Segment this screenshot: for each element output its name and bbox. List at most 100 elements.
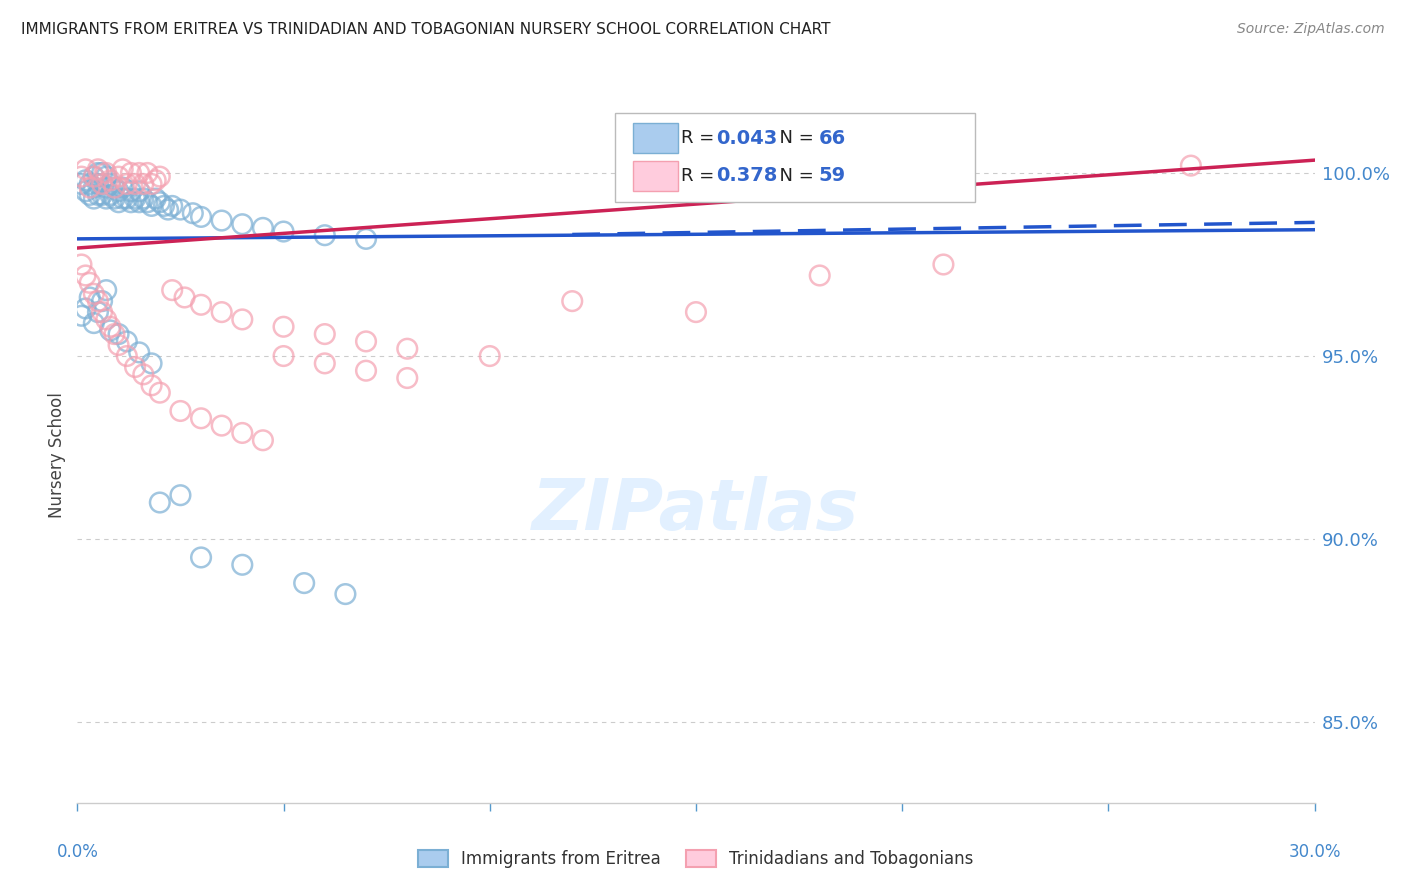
Point — [932, 258, 955, 272]
Point — [160, 199, 183, 213]
Point — [128, 345, 150, 359]
Point — [120, 195, 142, 210]
Point — [231, 558, 253, 572]
Point — [107, 184, 129, 198]
Point — [79, 180, 101, 194]
Point — [79, 177, 101, 191]
Point — [96, 166, 118, 180]
Point — [190, 210, 212, 224]
Point — [107, 338, 129, 352]
Point — [70, 309, 93, 323]
Point — [273, 225, 295, 239]
Point — [354, 232, 377, 246]
Point — [91, 177, 114, 191]
Text: R =: R = — [681, 167, 720, 185]
Text: R =: R = — [681, 129, 720, 147]
Point — [124, 192, 146, 206]
Point — [98, 177, 121, 191]
Point — [190, 411, 212, 425]
Point — [157, 202, 180, 217]
Point — [169, 404, 191, 418]
Point — [124, 359, 146, 374]
Point — [153, 199, 176, 213]
Point — [132, 192, 155, 206]
Point — [96, 180, 118, 194]
Point — [70, 169, 93, 184]
Point — [145, 192, 167, 206]
Point — [98, 319, 121, 334]
Point — [91, 166, 114, 180]
Text: Source: ZipAtlas.com: Source: ZipAtlas.com — [1237, 22, 1385, 37]
Point — [141, 356, 163, 370]
Point — [87, 177, 110, 191]
Point — [335, 587, 357, 601]
Point — [115, 177, 138, 191]
Point — [96, 169, 118, 184]
Point — [87, 305, 110, 319]
Point — [70, 258, 93, 272]
Point — [111, 192, 134, 206]
Point — [273, 319, 295, 334]
Point — [314, 327, 336, 342]
Point — [354, 334, 377, 349]
Point — [103, 327, 125, 342]
Point — [292, 576, 315, 591]
Legend: Immigrants from Eritrea, Trinidadians and Tobagonians: Immigrants from Eritrea, Trinidadians an… — [412, 843, 980, 874]
Point — [314, 228, 336, 243]
Text: ZIPatlas: ZIPatlas — [533, 476, 859, 545]
Text: 0.378: 0.378 — [716, 167, 778, 186]
Point — [169, 202, 191, 217]
Point — [561, 294, 583, 309]
Point — [173, 290, 195, 304]
Point — [111, 180, 134, 194]
Point — [354, 364, 377, 378]
Point — [120, 166, 142, 180]
Point — [808, 268, 831, 283]
Point — [128, 166, 150, 180]
Point — [149, 495, 172, 509]
Point — [91, 294, 114, 309]
Point — [91, 188, 114, 202]
Point — [83, 169, 105, 184]
Text: IMMIGRANTS FROM ERITREA VS TRINIDADIAN AND TOBAGONIAN NURSERY SCHOOL CORRELATION: IMMIGRANTS FROM ERITREA VS TRINIDADIAN A… — [21, 22, 831, 37]
Point — [211, 213, 233, 227]
Point — [149, 195, 172, 210]
Point — [396, 342, 419, 356]
Point — [91, 177, 114, 191]
Point — [75, 301, 97, 316]
Point — [96, 283, 118, 297]
Point — [87, 166, 110, 180]
Point — [252, 220, 274, 235]
Point — [111, 162, 134, 177]
Point — [70, 177, 93, 191]
Point — [231, 425, 253, 440]
Point — [149, 385, 172, 400]
Point — [128, 184, 150, 198]
Point — [190, 550, 212, 565]
Point — [120, 184, 142, 198]
Point — [107, 169, 129, 184]
Point — [141, 177, 163, 191]
Text: 30.0%: 30.0% — [1288, 843, 1341, 861]
Point — [132, 177, 155, 191]
Point — [169, 488, 191, 502]
Point — [98, 323, 121, 337]
Point — [252, 434, 274, 448]
Point — [231, 312, 253, 326]
Text: 0.0%: 0.0% — [56, 843, 98, 861]
Point — [273, 349, 295, 363]
Point — [79, 290, 101, 304]
Point — [314, 356, 336, 370]
Point — [83, 192, 105, 206]
Point — [75, 162, 97, 177]
Point — [136, 166, 159, 180]
Point — [124, 177, 146, 191]
Point — [98, 173, 121, 187]
Point — [83, 286, 105, 301]
Point — [160, 283, 183, 297]
Point — [103, 192, 125, 206]
Point — [128, 195, 150, 210]
Point — [141, 378, 163, 392]
Point — [75, 184, 97, 198]
Point — [231, 217, 253, 231]
